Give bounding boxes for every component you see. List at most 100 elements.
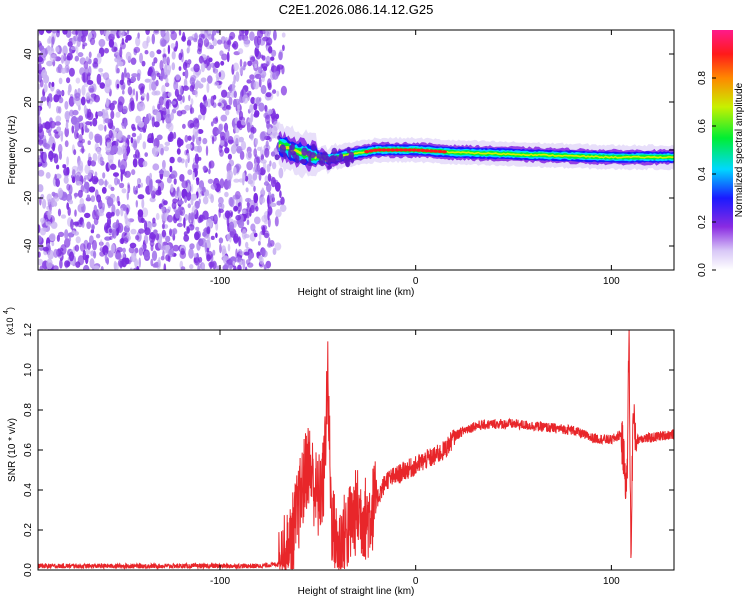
noise-blob xyxy=(197,37,204,48)
noise-blob xyxy=(198,55,204,64)
noise-blob xyxy=(43,151,47,162)
band-blob xyxy=(330,155,336,164)
noise-blob xyxy=(203,30,209,39)
noise-blob xyxy=(121,122,127,129)
snr-y-tick-label: 0.6 xyxy=(23,443,34,457)
noise-blob xyxy=(55,178,60,188)
band-blob xyxy=(290,150,296,156)
noise-blob xyxy=(155,189,162,196)
noise-blob xyxy=(81,30,89,37)
snr-y-tick-label: 1.2 xyxy=(23,323,34,337)
noise-blob xyxy=(99,251,105,257)
noise-blob xyxy=(240,119,246,126)
noise-blob xyxy=(203,38,210,47)
noise-blob xyxy=(264,175,269,183)
noise-blob xyxy=(258,232,262,242)
noise-blob xyxy=(65,121,69,130)
noise-blob xyxy=(278,51,283,61)
noise-blob xyxy=(265,55,271,66)
noise-blob xyxy=(169,228,172,237)
noise-blob xyxy=(142,141,147,150)
noise-blob xyxy=(149,50,155,58)
noise-blob xyxy=(149,78,153,84)
noise-blob xyxy=(245,197,252,203)
noise-blob xyxy=(77,52,84,58)
noise-blob xyxy=(202,196,209,205)
snr-x-label: Height of straight line (km) xyxy=(298,586,415,597)
noise-blob xyxy=(190,193,197,201)
noise-blob xyxy=(233,90,237,98)
noise-blob xyxy=(265,92,272,98)
noise-blob xyxy=(81,145,85,154)
spectrogram-noise xyxy=(38,30,287,270)
noise-blob xyxy=(270,56,275,61)
noise-blob xyxy=(206,82,210,94)
noise-blob xyxy=(271,49,277,57)
noise-blob xyxy=(89,258,95,269)
noise-blob xyxy=(60,54,65,64)
noise-blob xyxy=(103,30,108,36)
noise-blob xyxy=(158,170,165,175)
noise-blob xyxy=(38,56,44,63)
noise-blob xyxy=(183,231,188,237)
noise-blob xyxy=(241,88,244,97)
noise-blob xyxy=(208,168,211,175)
noise-blob xyxy=(224,263,230,268)
noise-blob xyxy=(206,226,211,235)
noise-blob xyxy=(184,68,189,79)
noise-blob xyxy=(130,137,134,144)
noise-blob xyxy=(253,192,259,204)
noise-blob xyxy=(99,135,103,146)
spectrogram-y-label: Frequency (Hz) xyxy=(7,116,18,185)
noise-blob xyxy=(56,164,60,170)
noise-blob xyxy=(265,114,271,125)
noise-blob xyxy=(190,107,195,114)
noise-blob xyxy=(115,138,119,147)
noise-blob xyxy=(53,248,59,258)
noise-blob xyxy=(110,110,115,120)
noise-blob xyxy=(215,232,218,239)
noise-blob xyxy=(210,121,214,127)
noise-blob xyxy=(126,145,131,155)
band-peak xyxy=(415,148,421,152)
noise-blob xyxy=(159,37,167,47)
noise-blob xyxy=(179,174,185,182)
noise-blob xyxy=(207,75,213,84)
band-peak xyxy=(433,149,439,153)
noise-blob xyxy=(132,158,138,168)
noise-blob xyxy=(96,73,102,85)
noise-blob xyxy=(57,187,63,199)
noise-blob xyxy=(129,97,134,106)
noise-blob xyxy=(116,55,121,62)
noise-blob xyxy=(46,60,53,67)
noise-blob xyxy=(147,133,154,144)
noise-blob xyxy=(42,198,47,209)
noise-blob xyxy=(267,173,272,182)
noise-blob xyxy=(193,253,197,258)
noise-blob xyxy=(274,216,279,227)
noise-blob xyxy=(85,128,90,133)
noise-blob xyxy=(155,212,160,221)
noise-blob xyxy=(118,30,125,38)
noise-blob xyxy=(122,105,128,114)
noise-blob xyxy=(78,134,83,144)
noise-blob xyxy=(95,189,99,199)
noise-blob xyxy=(202,210,209,220)
noise-blob xyxy=(38,184,44,193)
noise-blob xyxy=(186,226,190,234)
noise-blob xyxy=(250,132,254,141)
noise-blob xyxy=(59,259,63,269)
noise-blob xyxy=(90,223,95,231)
noise-blob xyxy=(104,124,107,132)
noise-blob xyxy=(234,163,242,171)
noise-blob xyxy=(151,33,155,45)
noise-blob xyxy=(270,65,278,73)
noise-blob xyxy=(82,264,90,270)
noise-blob xyxy=(97,124,104,131)
noise-blob xyxy=(79,197,85,207)
noise-blob xyxy=(246,205,251,213)
noise-blob xyxy=(166,214,174,223)
noise-blob xyxy=(107,202,111,209)
noise-blob xyxy=(138,257,141,268)
noise-blob xyxy=(261,55,266,61)
